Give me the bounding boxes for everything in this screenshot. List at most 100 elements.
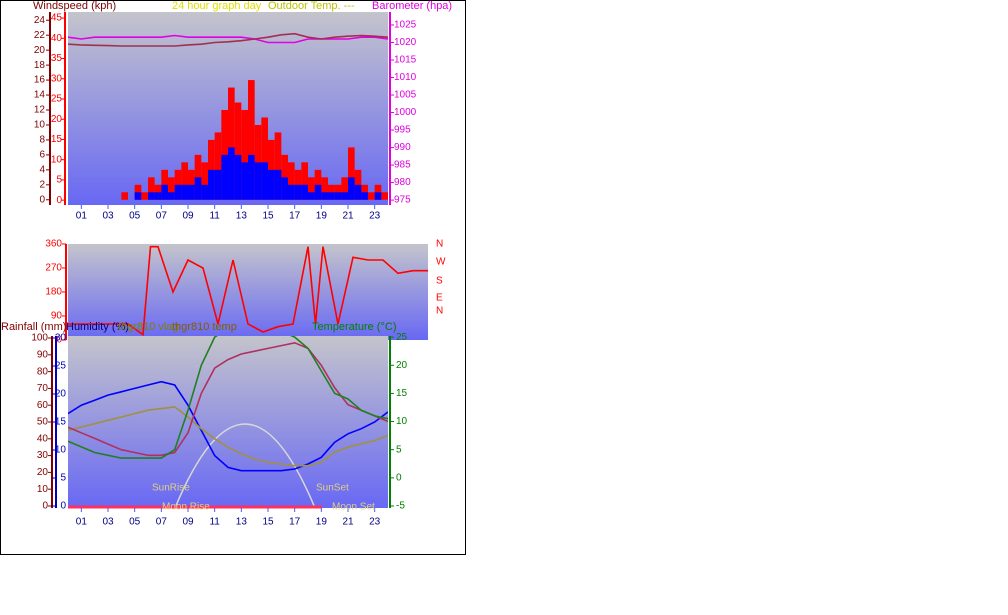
x-tick-label: 17 bbox=[289, 517, 301, 528]
sun-curve bbox=[174, 423, 316, 508]
y-tick-label: 985 bbox=[394, 160, 411, 171]
bar bbox=[341, 192, 348, 200]
bar bbox=[168, 192, 175, 200]
annotation: SunSet bbox=[316, 483, 349, 494]
y-tick-label: 20 bbox=[51, 114, 63, 125]
bar bbox=[201, 162, 208, 200]
x-tick-label: 17 bbox=[289, 211, 301, 222]
y-tick-label: 40 bbox=[37, 433, 49, 444]
bar bbox=[374, 192, 382, 200]
y-tick-label: 975 bbox=[394, 195, 411, 206]
y-tick-label: 10 bbox=[55, 445, 67, 456]
y-tick-label: 80 bbox=[37, 366, 49, 377]
series-line bbox=[68, 341, 388, 457]
bar bbox=[181, 184, 188, 200]
y-tick-label: 20 bbox=[34, 45, 46, 56]
annotation: SunRise bbox=[152, 483, 190, 494]
x-tick-label: 11 bbox=[209, 211, 220, 222]
compass-label: S bbox=[436, 276, 443, 287]
bar bbox=[221, 154, 228, 200]
bar bbox=[261, 162, 268, 200]
series-line bbox=[68, 380, 388, 472]
y-tick-label: 360 bbox=[45, 239, 62, 250]
bar bbox=[214, 132, 222, 200]
y-tick-label: 270 bbox=[45, 263, 62, 274]
y-tick-label: 0 bbox=[60, 501, 66, 512]
y-tick-label: 10 bbox=[51, 154, 63, 165]
x-tick-label: 01 bbox=[76, 517, 88, 528]
bar bbox=[274, 132, 282, 200]
axis-title: thgr810 vlag bbox=[118, 321, 179, 333]
x-tick-label: 09 bbox=[182, 517, 194, 528]
compass-label: W bbox=[436, 257, 446, 268]
bar bbox=[148, 177, 155, 200]
x-tick-label: 13 bbox=[236, 517, 248, 528]
y-tick-label: 60 bbox=[37, 400, 49, 411]
y-tick-label: 30 bbox=[55, 333, 67, 344]
y-tick-label: 1000 bbox=[394, 107, 417, 118]
y-tick-label: 90 bbox=[51, 311, 63, 322]
bar bbox=[228, 87, 235, 200]
y-tick-label: 25 bbox=[55, 361, 67, 372]
y-tick-label: 4 bbox=[39, 164, 45, 175]
bar bbox=[334, 192, 342, 200]
bar bbox=[168, 177, 175, 200]
bar bbox=[288, 162, 295, 200]
bar bbox=[154, 192, 162, 200]
y-tick-label: 0 bbox=[56, 195, 62, 206]
bar bbox=[288, 184, 295, 200]
bar bbox=[314, 184, 322, 200]
bar bbox=[188, 184, 195, 200]
plot-area bbox=[68, 336, 388, 508]
y-tick-label: 2 bbox=[39, 179, 45, 190]
bar bbox=[134, 192, 142, 200]
y-tick-label: 990 bbox=[394, 142, 411, 153]
x-tick-label: 03 bbox=[102, 517, 114, 528]
bar bbox=[148, 192, 155, 200]
axis-title: Barometer (hpa) bbox=[372, 0, 452, 12]
x-tick-label: 15 bbox=[262, 211, 274, 222]
y-tick-label: 22 bbox=[34, 30, 46, 41]
bar bbox=[281, 177, 288, 200]
bar bbox=[194, 177, 202, 200]
x-tick-label: 07 bbox=[156, 517, 168, 528]
y-tick-label: 1005 bbox=[394, 90, 417, 101]
bar bbox=[348, 147, 355, 200]
y-tick-label: 70 bbox=[37, 383, 49, 394]
x-tick-label: 21 bbox=[342, 517, 354, 528]
axis-title: Humidity (%) bbox=[66, 321, 129, 333]
bar bbox=[328, 192, 335, 200]
bar bbox=[248, 80, 255, 200]
y-tick-label: 35 bbox=[51, 53, 63, 64]
x-tick-label: 07 bbox=[156, 211, 168, 222]
bar bbox=[241, 109, 248, 200]
axis-title: Outdoor Temp. --- bbox=[268, 0, 355, 12]
bar bbox=[241, 162, 248, 200]
y-tick-label: 18 bbox=[34, 60, 46, 71]
bar bbox=[294, 184, 302, 200]
bar bbox=[234, 154, 242, 200]
bar bbox=[141, 192, 148, 200]
y-tick-label: 50 bbox=[37, 417, 49, 428]
y-tick-label: 15 bbox=[55, 417, 67, 428]
y-tick-label: 10 bbox=[37, 484, 49, 495]
bar bbox=[368, 192, 375, 200]
bar bbox=[348, 177, 355, 200]
bar bbox=[254, 162, 262, 200]
bar bbox=[321, 177, 328, 200]
y-tick-label: 1025 bbox=[394, 20, 417, 31]
y-tick-label: 10 bbox=[396, 416, 408, 427]
series-line bbox=[68, 406, 388, 467]
y-tick-label: 24 bbox=[34, 15, 46, 26]
series-line bbox=[68, 245, 428, 337]
bar bbox=[308, 177, 315, 200]
axis-title: Temperature (°C) bbox=[312, 321, 396, 333]
bar bbox=[354, 184, 362, 200]
x-tick-label: 09 bbox=[182, 211, 194, 222]
series-line bbox=[68, 336, 388, 459]
bar bbox=[361, 192, 368, 200]
y-tick-label: 5 bbox=[56, 175, 62, 186]
bar bbox=[181, 162, 188, 200]
y-tick-label: 8 bbox=[39, 135, 45, 146]
y-tick-label: 1020 bbox=[394, 37, 417, 48]
